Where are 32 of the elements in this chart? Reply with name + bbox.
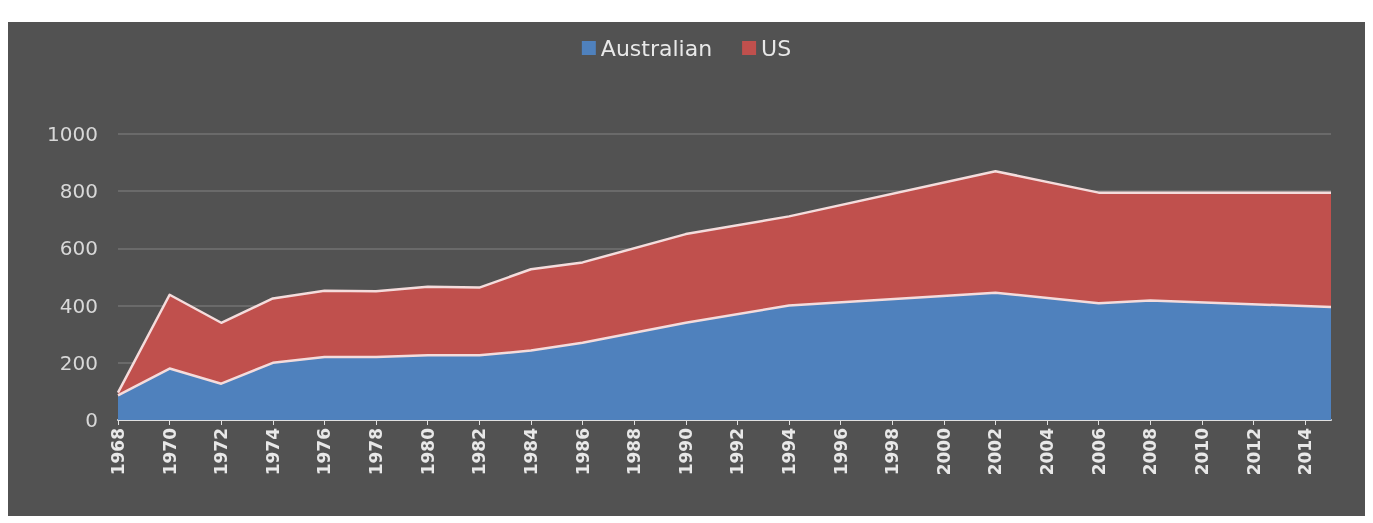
x-tick-label: 1972: [211, 428, 232, 476]
x-tick-label: 1992: [727, 428, 748, 476]
x-tick-label: 1988: [624, 428, 645, 476]
x-tick-label: 2014: [1295, 427, 1316, 476]
x-tick-label: 2004: [1037, 427, 1058, 476]
x-tick-label: 1990: [675, 427, 696, 476]
x-tick-label: 2010: [1191, 427, 1212, 476]
x-tick-label: 2000: [933, 427, 954, 476]
x-tick-label: 1994: [779, 427, 800, 476]
y-tick-label: 600: [59, 236, 98, 261]
x-tick-label: 1986: [572, 428, 593, 476]
x-tick-label: 1978: [366, 428, 387, 476]
y-tick-label: 800: [59, 179, 98, 204]
y-tick-label: 200: [59, 350, 98, 375]
y-tick-label: 1000: [47, 122, 98, 146]
x-tick-label: 1970: [159, 427, 180, 476]
x-tick-label: 1980: [417, 427, 438, 476]
legend-label: Australian: [600, 35, 713, 61]
x-tick-label: 1982: [469, 428, 490, 476]
x-tick-label: 2012: [1243, 428, 1264, 476]
x-tick-label: 2006: [1088, 428, 1109, 476]
x-tick-label: 1974: [262, 427, 283, 476]
legend-label: US: [761, 35, 792, 61]
x-tick-label: 1968: [108, 428, 128, 476]
x-tick-label: 2008: [1140, 428, 1161, 476]
y-tick-label: 400: [59, 293, 98, 318]
y-tick-label: 0: [85, 408, 98, 432]
x-tick-label: 2002: [985, 428, 1006, 476]
x-tick-label: 1998: [882, 428, 903, 476]
x-tick-label: 1984: [520, 427, 541, 476]
x-tick-label: 1976: [314, 428, 335, 476]
x-tick-label: 1996: [830, 428, 851, 476]
